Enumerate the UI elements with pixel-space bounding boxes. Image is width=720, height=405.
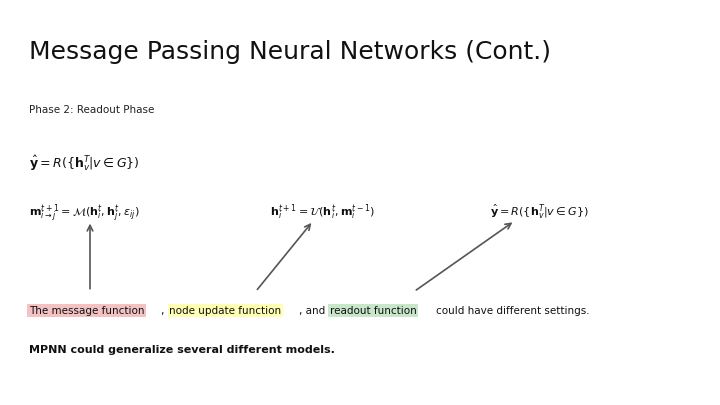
Text: $\mathbf{m}_{i\rightarrow j}^{t+1} = \mathcal{M}(\mathbf{h}_i^t, \mathbf{h}_j^t,: $\mathbf{m}_{i\rightarrow j}^{t+1} = \ma… xyxy=(29,202,140,225)
Text: The message function: The message function xyxy=(29,306,144,316)
Text: readout function: readout function xyxy=(330,306,416,316)
Text: , and: , and xyxy=(299,306,325,316)
Text: ,: , xyxy=(160,306,163,316)
Text: could have different settings.: could have different settings. xyxy=(436,306,589,316)
Text: MPNN could generalize several different models.: MPNN could generalize several different … xyxy=(29,345,335,355)
Text: $\hat{\mathbf{y}} = R(\{\mathbf{h}_v^T | v \in G\})$: $\hat{\mathbf{y}} = R(\{\mathbf{h}_v^T |… xyxy=(29,154,140,173)
Text: $\mathbf{h}_i^{t+1} = \mathcal{U}(\mathbf{h}_i^t, \mathbf{m}_i^{t-1})$: $\mathbf{h}_i^{t+1} = \mathcal{U}(\mathb… xyxy=(270,202,375,222)
Text: Phase 2: Readout Phase: Phase 2: Readout Phase xyxy=(29,105,154,115)
Text: node update function: node update function xyxy=(169,306,282,316)
Text: $\hat{\mathbf{y}} = R(\{\mathbf{h}_v^T | v \in G\})$: $\hat{\mathbf{y}} = R(\{\mathbf{h}_v^T |… xyxy=(490,202,588,222)
Text: Message Passing Neural Networks (Cont.): Message Passing Neural Networks (Cont.) xyxy=(29,40,551,64)
